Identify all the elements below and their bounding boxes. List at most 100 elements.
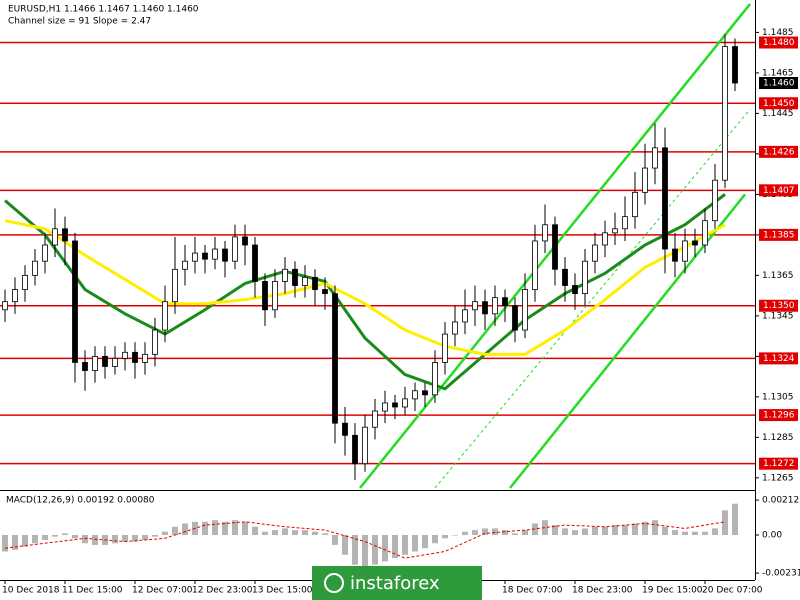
candle-body bbox=[2, 301, 8, 311]
candle-body bbox=[432, 362, 438, 396]
candle-body bbox=[462, 309, 468, 323]
y-tick-label: 1.1305 bbox=[762, 392, 794, 402]
histogram-bar bbox=[402, 535, 408, 555]
level-label: 1.1480 bbox=[763, 38, 795, 48]
histogram-bar bbox=[272, 530, 278, 536]
histogram-bar bbox=[502, 530, 508, 536]
histogram-bar bbox=[492, 528, 498, 536]
candle-body bbox=[632, 191, 638, 218]
logo-box bbox=[312, 566, 482, 600]
candle-body bbox=[362, 426, 368, 465]
histogram-bar bbox=[652, 520, 658, 536]
histogram-bar bbox=[2, 535, 8, 552]
histogram-bar bbox=[412, 535, 418, 552]
histogram-bar bbox=[22, 535, 28, 547]
candle-body bbox=[282, 268, 288, 282]
x-tick-label: 10 Dec 2018 bbox=[2, 586, 60, 596]
candle-body bbox=[712, 179, 718, 222]
candle-body bbox=[552, 224, 558, 270]
histogram-bar bbox=[282, 528, 288, 536]
candle-body bbox=[602, 232, 608, 246]
current-price-label: 1.1460 bbox=[763, 79, 795, 89]
histogram-bar bbox=[562, 528, 568, 536]
logo: instaforex bbox=[312, 566, 482, 600]
histogram-bar bbox=[62, 533, 68, 536]
candle-body bbox=[722, 46, 728, 181]
histogram-bar bbox=[432, 535, 438, 544]
histogram-bar bbox=[72, 535, 78, 539]
y-tick-label: 1.1285 bbox=[762, 433, 794, 443]
macd-title: MACD(12,26,9) 0.00192 0.00080 bbox=[6, 496, 155, 506]
candle-body bbox=[52, 228, 58, 246]
histogram-bar bbox=[112, 535, 118, 544]
histogram-bar bbox=[452, 535, 458, 536]
candle-body bbox=[642, 167, 648, 193]
y-tick-label: 0.00212 bbox=[762, 496, 799, 506]
histogram-bar bbox=[482, 528, 488, 536]
candle-body bbox=[382, 402, 388, 412]
histogram-bar bbox=[472, 530, 478, 536]
histogram-bar bbox=[572, 530, 578, 536]
candle-body bbox=[232, 236, 238, 262]
histogram-bar bbox=[602, 526, 608, 536]
candle-body bbox=[402, 398, 408, 408]
candle-body bbox=[122, 351, 128, 359]
x-tick-label: 19 Dec 15:00 bbox=[642, 586, 703, 596]
candle-body bbox=[652, 147, 658, 169]
histogram-bar bbox=[512, 533, 518, 536]
chart-subtitle: Channel size = 91 Slope = 2.47 bbox=[8, 17, 151, 27]
y-tick-label: 1.1345 bbox=[762, 311, 794, 321]
histogram-bar bbox=[202, 521, 208, 536]
level-label: 1.1324 bbox=[763, 354, 795, 364]
histogram-bar bbox=[692, 531, 698, 536]
histogram-bar bbox=[212, 520, 218, 536]
histogram-bar bbox=[552, 525, 558, 536]
candle-body bbox=[242, 236, 248, 246]
x-tick-label: 20 Dec 07:00 bbox=[702, 586, 763, 596]
histogram-bar bbox=[372, 535, 378, 565]
histogram-bar bbox=[592, 526, 598, 536]
candle-body bbox=[82, 362, 88, 371]
candle-body bbox=[612, 228, 618, 234]
histogram-bar bbox=[82, 535, 88, 544]
level-label: 1.1272 bbox=[763, 459, 795, 469]
candle-body bbox=[182, 260, 188, 270]
level-label: 1.1296 bbox=[763, 411, 795, 421]
current-price-box bbox=[759, 77, 798, 90]
level-label: 1.1426 bbox=[763, 147, 795, 157]
histogram-bar bbox=[612, 525, 618, 536]
histogram-bar bbox=[362, 535, 368, 567]
histogram-bar bbox=[302, 530, 308, 536]
histogram-bar bbox=[422, 535, 428, 549]
histogram-bar bbox=[642, 521, 648, 536]
histogram-bar bbox=[222, 521, 228, 536]
level-label-box bbox=[759, 36, 798, 49]
histogram-bar bbox=[542, 520, 548, 536]
histogram-bar bbox=[312, 531, 318, 536]
histogram-bar bbox=[682, 531, 688, 536]
candle-body bbox=[372, 410, 378, 428]
x-tick-label: 18 Dec 23:00 bbox=[572, 586, 633, 596]
candle-body bbox=[312, 276, 318, 290]
level-label-box bbox=[759, 145, 798, 158]
y-tick-label: 1.1445 bbox=[762, 109, 794, 119]
histogram-bar bbox=[132, 535, 138, 542]
histogram-bar bbox=[92, 535, 98, 545]
x-tick-label: 12 Dec 07:00 bbox=[132, 586, 193, 596]
level-label-box bbox=[759, 184, 798, 197]
candle-body bbox=[522, 289, 528, 331]
chart-title: EURUSD,H1 1.1466 1.1467 1.1460 1.1460 bbox=[8, 5, 199, 15]
level-label: 1.1385 bbox=[763, 230, 795, 240]
y-tick-label: 1.1365 bbox=[762, 271, 794, 281]
histogram-bar bbox=[702, 531, 708, 536]
candle-body bbox=[502, 297, 508, 307]
candle-body bbox=[392, 402, 398, 408]
histogram-bar bbox=[392, 535, 398, 559]
candle-body bbox=[292, 268, 298, 286]
candle-body bbox=[702, 220, 708, 246]
candle-body bbox=[442, 333, 448, 363]
candle-body bbox=[112, 357, 118, 367]
histogram-bar bbox=[332, 535, 338, 545]
channel-line bbox=[434, 109, 751, 489]
